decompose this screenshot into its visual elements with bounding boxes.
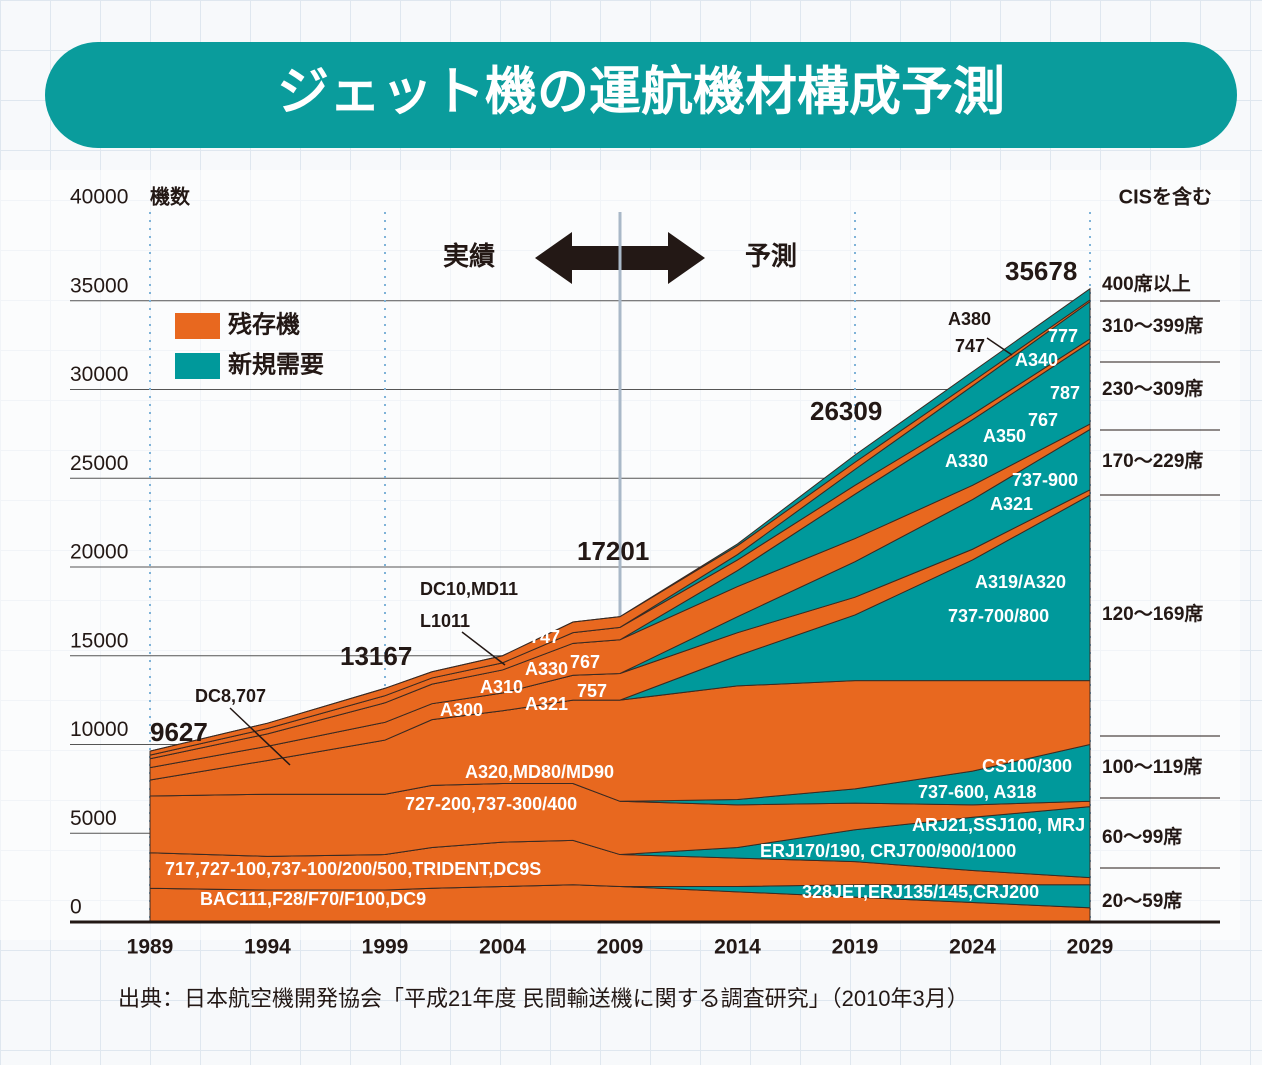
y-tick-label: 35000 (70, 274, 128, 297)
class-label: 230～309席 (1102, 377, 1203, 400)
total-label: 9627 (150, 717, 208, 747)
class-label: 100～119席 (1102, 755, 1202, 778)
annotation: A310 (480, 677, 523, 697)
total-label: 26309 (810, 396, 882, 426)
x-tick-label: 2019 (832, 936, 879, 959)
leader-line (461, 631, 506, 666)
note: CISを含む (1119, 184, 1212, 208)
annotation: A321 (990, 494, 1033, 514)
annotation: DC10,MD11 (420, 579, 518, 599)
y-tick-label: 20000 (70, 541, 128, 564)
annotation: 767 (1028, 410, 1058, 430)
annotation: L1011 (420, 611, 470, 631)
annotation: ARJ21,SSJ100, MRJ (912, 815, 1085, 835)
annotation: A330 (525, 659, 568, 679)
annotation: 727-200,737-300/400 (405, 794, 577, 814)
annotation: 757 (577, 681, 607, 701)
annotation: 737-600, A318 (918, 782, 1036, 802)
annotation: 787 (1050, 383, 1080, 403)
area (149, 287, 1091, 752)
class-label: 310～399席 (1102, 314, 1203, 337)
annotation: DC8,707 (195, 686, 266, 706)
period-label: 実績 (443, 241, 495, 271)
x-tick-label: 1989 (127, 936, 174, 959)
annotation: 737-900 (1012, 470, 1078, 490)
class-label: 20～59席 (1102, 889, 1182, 912)
y-tick-label: 5000 (70, 807, 117, 830)
annotation: 717,727-100,737-100/200/500,TRIDENT,DC9S (165, 859, 541, 879)
x-tick-label: 1999 (362, 936, 409, 959)
annotation: BAC111,F28/F70/F100,DC9 (200, 889, 426, 909)
annotation: A319/A320 (975, 572, 1066, 592)
x-tick-label: 2029 (1067, 936, 1114, 959)
period-label: 予測 (745, 241, 797, 271)
leader-line (229, 707, 291, 766)
annotation: A380 (948, 309, 991, 329)
annotation: 777 (1048, 326, 1078, 346)
annotation: CS100/300 (982, 756, 1072, 776)
total-label: 35678 (1005, 256, 1077, 286)
legend-swatch (175, 313, 220, 339)
y-axis-label: 機数 (150, 184, 191, 208)
x-tick-label: 2004 (479, 936, 526, 959)
annotation: A320,MD80/MD90 (465, 762, 614, 782)
total-label: 13167 (340, 641, 412, 671)
x-tick-label: 2024 (949, 936, 996, 959)
y-tick-label: 25000 (70, 452, 128, 475)
class-label: 120～169席 (1102, 602, 1203, 625)
annotation: ERJ170/190, CRJ700/900/1000 (760, 841, 1016, 861)
y-tick-label: 0 (70, 896, 82, 919)
annotation: A340 (1015, 350, 1058, 370)
class-label: 400席以上 (1102, 272, 1191, 295)
chart-title: ジェット機の運航機材構成予測 (277, 64, 1005, 122)
y-tick-label: 30000 (70, 363, 128, 386)
annotation: 328JET,ERJ135/145,CRJ200 (802, 882, 1039, 902)
class-label: 170～229席 (1102, 449, 1203, 472)
title-banner (45, 42, 1237, 148)
annotation: 737-700/800 (948, 606, 1049, 626)
y-tick-label: 15000 (70, 629, 128, 652)
y-tick-label: 10000 (70, 718, 128, 741)
total-label: 17201 (577, 536, 649, 566)
legend-label: 残存機 (228, 311, 300, 338)
annotation: A321 (525, 694, 568, 714)
annotation: A300 (440, 700, 483, 720)
class-label: 60～99席 (1102, 825, 1182, 848)
x-tick-label: 2014 (714, 936, 761, 959)
x-tick-label: 1994 (244, 936, 291, 959)
annotation: A330 (945, 451, 988, 471)
annotation: 747 (530, 627, 560, 647)
y-tick-label: 40000 (70, 186, 128, 209)
annotation: 767 (570, 652, 600, 672)
leader-line (986, 337, 1013, 356)
annotation: 747 (955, 336, 985, 356)
legend-swatch (175, 353, 220, 379)
x-tick-label: 2009 (597, 936, 644, 959)
annotation: A350 (983, 426, 1026, 446)
source: 出典：日本航空機開発協会「平成21年度 民間輸送機に関する調査研究」（2010年… (118, 986, 969, 1011)
legend-label: 新規需要 (228, 350, 324, 378)
